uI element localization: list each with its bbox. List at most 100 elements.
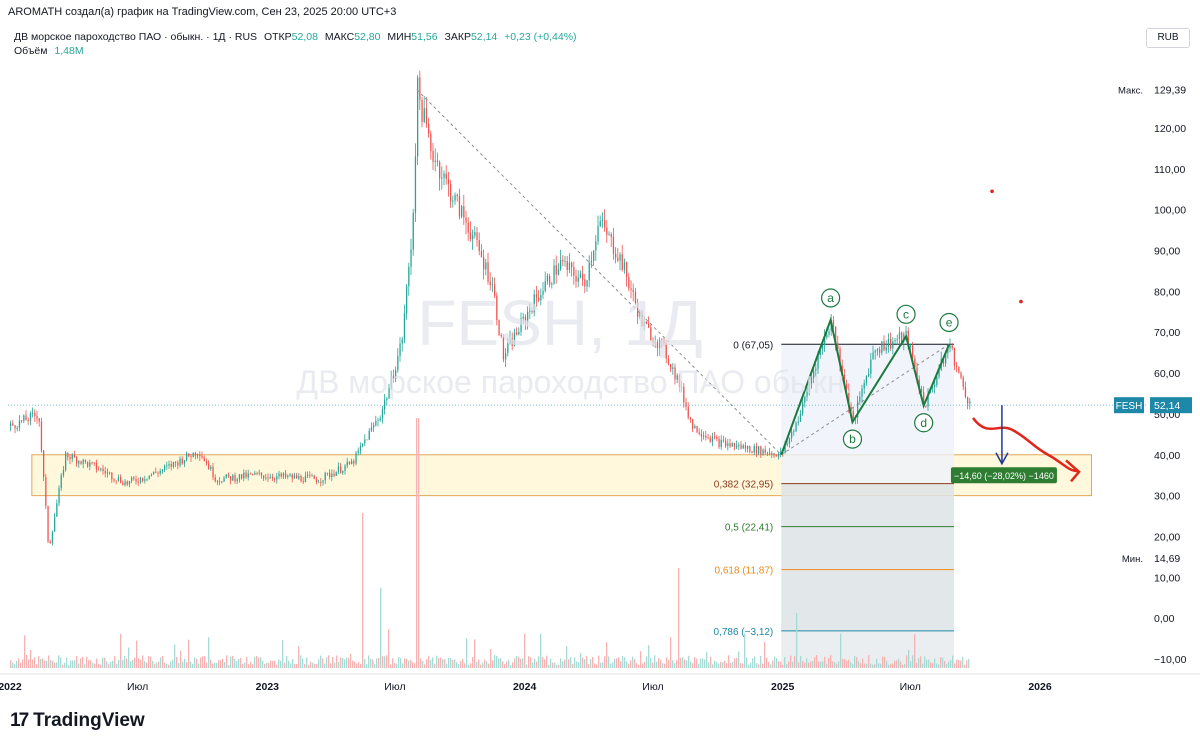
- candle-body: [452, 200, 454, 202]
- candle-body: [848, 389, 850, 407]
- candle-body: [705, 435, 707, 438]
- volume-bar: [616, 658, 618, 668]
- candle-body: [287, 475, 289, 477]
- candle-body: [529, 310, 531, 312]
- volume-bar: [588, 664, 590, 668]
- candle-body: [447, 178, 450, 185]
- candle-body: [254, 472, 256, 475]
- candle-body: [628, 276, 630, 289]
- volume-bar: [906, 655, 908, 668]
- wave-line: [780, 316, 950, 456]
- candle-body: [14, 425, 16, 429]
- volume-bar: [414, 663, 416, 668]
- candle-body: [892, 341, 894, 349]
- candle-body: [25, 415, 27, 421]
- volume-bar: [86, 656, 88, 668]
- candle-body: [896, 339, 898, 341]
- candle-body: [579, 273, 582, 278]
- volume-bar: [568, 659, 570, 668]
- volume-bar: [36, 664, 38, 668]
- volume-bar: [402, 663, 404, 668]
- candle-body: [445, 173, 447, 179]
- candle-body: [355, 452, 357, 464]
- volume-bar: [246, 657, 248, 668]
- measure-label: −14,60 (−28,02%) −1460: [954, 471, 1054, 481]
- volume-bar: [468, 664, 470, 668]
- price-chart[interactable]: 0 (67,05) 0,382 (32,95) 0,5 (22,41) 0,618 (…: [0, 0, 1200, 700]
- volume-bar: [104, 657, 106, 668]
- volume-bar: [106, 661, 108, 668]
- currency-button[interactable]: RUB: [1146, 28, 1190, 48]
- volume-bar: [348, 658, 350, 668]
- change-value: +0,23 (+0,44%): [504, 31, 577, 43]
- candle-body: [951, 345, 953, 348]
- candle-body: [362, 443, 364, 447]
- candle-body: [260, 472, 263, 476]
- candle-body: [256, 472, 258, 474]
- candle-body: [527, 311, 529, 322]
- candle-body: [843, 375, 846, 385]
- volume-bar: [364, 659, 366, 668]
- volume-bar: [446, 663, 448, 668]
- volume-bar: [496, 655, 498, 668]
- low-label: МИН: [387, 31, 412, 43]
- volume-bar: [760, 655, 762, 668]
- volume-bar: [440, 657, 442, 668]
- candle-body: [120, 477, 122, 483]
- volume-bar: [138, 658, 140, 668]
- candle-body: [478, 240, 480, 251]
- volume-bar: [450, 658, 452, 668]
- candle-body: [67, 452, 69, 458]
- candle-body: [36, 416, 38, 419]
- candle-body: [648, 323, 650, 328]
- volume-bar: [868, 655, 870, 668]
- volume-bar: [534, 658, 536, 668]
- volume-bar: [612, 662, 614, 668]
- candle-body: [711, 436, 714, 442]
- candle-body: [78, 461, 80, 464]
- candle-body: [832, 320, 835, 327]
- candle-body: [727, 443, 729, 446]
- candle-body: [623, 262, 626, 270]
- candle-body: [267, 477, 269, 479]
- volume-bar: [874, 664, 876, 668]
- candle-body: [755, 446, 758, 454]
- volume-bar: [90, 660, 92, 668]
- candle-body: [670, 364, 672, 369]
- candle-body: [157, 472, 159, 474]
- candle-body: [857, 401, 859, 418]
- volume-bar: [226, 655, 228, 668]
- volume-bar: [82, 656, 84, 668]
- volume-bar: [350, 653, 352, 668]
- volume-bar: [750, 663, 752, 668]
- candle-body: [544, 281, 546, 291]
- volume-bar: [12, 662, 14, 668]
- volume-bar: [178, 662, 180, 668]
- volume-bar: [688, 655, 690, 668]
- candle-body: [606, 227, 608, 235]
- candle-body: [887, 338, 890, 347]
- volume-bar: [264, 663, 266, 668]
- candle-body: [828, 331, 830, 335]
- volume-bar: [700, 658, 702, 668]
- candle-body: [212, 466, 214, 478]
- volume-bar: [802, 660, 804, 668]
- candle-body: [960, 372, 962, 378]
- volume-bar: [84, 664, 86, 668]
- symbol-name[interactable]: ДВ морское пароходство ПАО · обыкн. · 1Д…: [14, 31, 258, 43]
- volume-bar: [714, 660, 716, 668]
- candle-body: [654, 342, 656, 344]
- candle-body: [144, 479, 146, 481]
- volume-bar: [214, 662, 216, 668]
- candle-body: [399, 343, 401, 357]
- volume-bar: [194, 657, 196, 668]
- candle-body: [872, 352, 874, 360]
- y-axis-tick: 40,00: [1154, 450, 1180, 462]
- candle-body: [542, 290, 544, 295]
- volume-bar: [766, 657, 768, 668]
- volume-bar: [120, 633, 122, 668]
- fib-level-label: 0,618 (11,87): [715, 566, 774, 577]
- candle-body: [441, 177, 443, 179]
- volume-bar: [936, 663, 938, 668]
- volume-bar: [510, 664, 512, 668]
